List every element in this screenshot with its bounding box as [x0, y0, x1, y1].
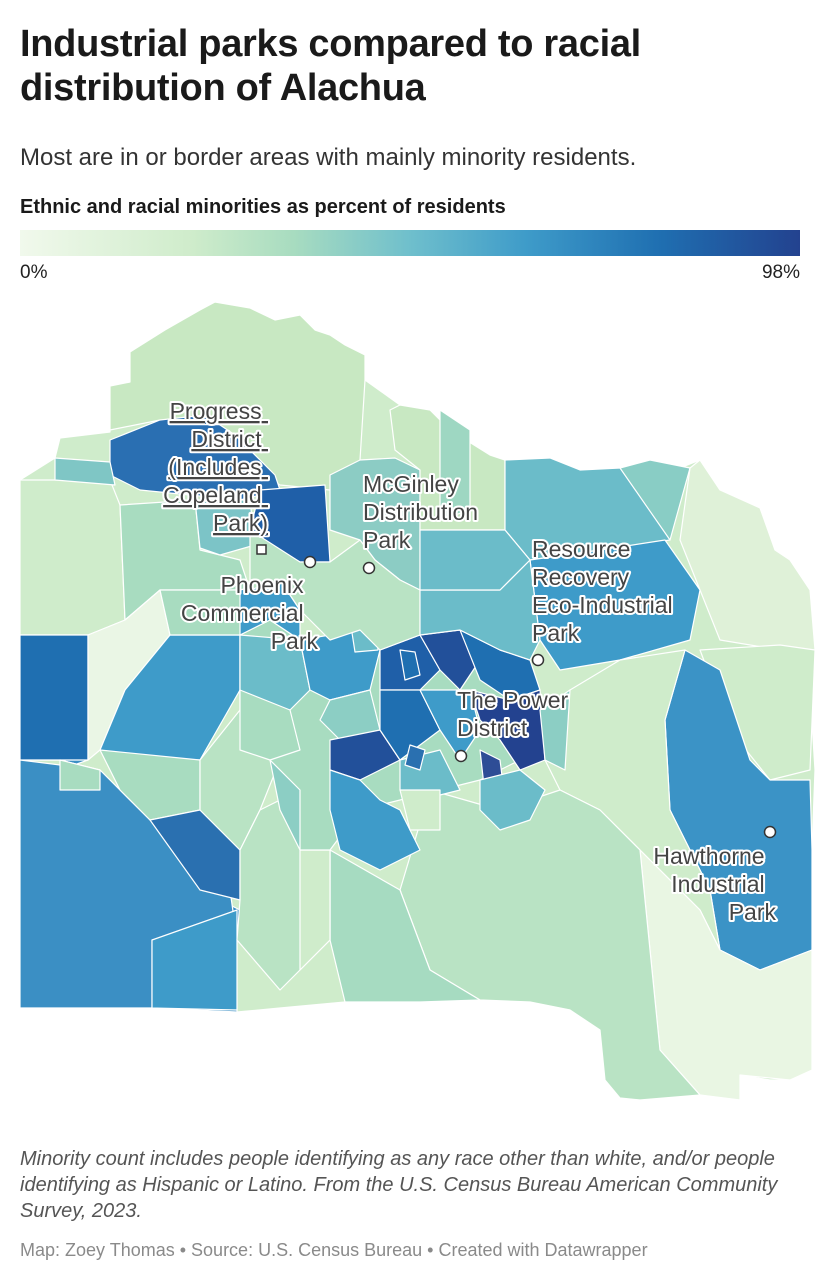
tract[interactable]: [329, 849, 481, 1003]
tract[interactable]: [194, 499, 256, 556]
tract[interactable]: [439, 409, 471, 521]
tract[interactable]: [419, 529, 531, 591]
mcginley-distribution-park-label: McGinley Distribution Park: [363, 471, 484, 553]
tract[interactable]: [539, 689, 571, 771]
hawthorne-industrial-park-marker[interactable]: [763, 825, 777, 839]
progress-district-label[interactable]: Progress District (Includes Copeland Par…: [161, 396, 270, 538]
resource-recovery-label: Resource Recovery Eco-Industrial Park: [532, 536, 679, 646]
power-district-marker[interactable]: [454, 749, 468, 763]
phoenix-commercial-park-label: Phoenix Commercial Park: [181, 572, 319, 654]
tract[interactable]: [54, 457, 116, 486]
tract[interactable]: [479, 769, 546, 831]
hawthorne-industrial-park-label: Hawthorne Industrial Park: [653, 843, 776, 925]
tract[interactable]: [19, 479, 126, 636]
power-district-label: The Power District: [457, 687, 575, 741]
tract[interactable]: [329, 729, 401, 781]
tract[interactable]: [379, 689, 441, 761]
legend-color-scale: [20, 230, 800, 256]
tract[interactable]: [399, 649, 421, 681]
progress-district-marker[interactable]: [256, 544, 267, 555]
tract[interactable]: [329, 769, 421, 871]
tract[interactable]: [19, 634, 89, 761]
choropleth-map[interactable]: Progress District (Includes Copeland Par…: [0, 290, 840, 1120]
byline: Map: Zoey Thomas • Source: U.S. Census B…: [20, 1240, 648, 1260]
tract[interactable]: [59, 759, 101, 791]
mcginley-distribution-park-marker[interactable]: [362, 561, 376, 575]
tract[interactable]: [239, 689, 301, 761]
map-svg[interactable]: Progress District (Includes Copeland Par…: [0, 290, 840, 1120]
legend-title: Ethnic and racial minorities as percent …: [20, 196, 506, 218]
legend-min-label: 0%: [20, 262, 48, 283]
footnote: Minority count includes people identifyi…: [20, 1148, 778, 1222]
phoenix-commercial-park-marker[interactable]: [303, 555, 317, 569]
tract[interactable]: [151, 909, 238, 1011]
chart-title: Industrial parks compared to racial dist…: [20, 23, 641, 109]
resource-recovery-marker[interactable]: [531, 653, 545, 667]
tract[interactable]: [419, 689, 481, 761]
tract[interactable]: [404, 744, 426, 771]
chart-subtitle: Most are in or border areas with mainly …: [20, 144, 637, 171]
tract[interactable]: [239, 634, 311, 711]
tract[interactable]: [399, 789, 441, 831]
tract[interactable]: [529, 539, 701, 671]
legend-max-label: 98%: [761, 262, 800, 283]
tract[interactable]: [469, 689, 546, 771]
